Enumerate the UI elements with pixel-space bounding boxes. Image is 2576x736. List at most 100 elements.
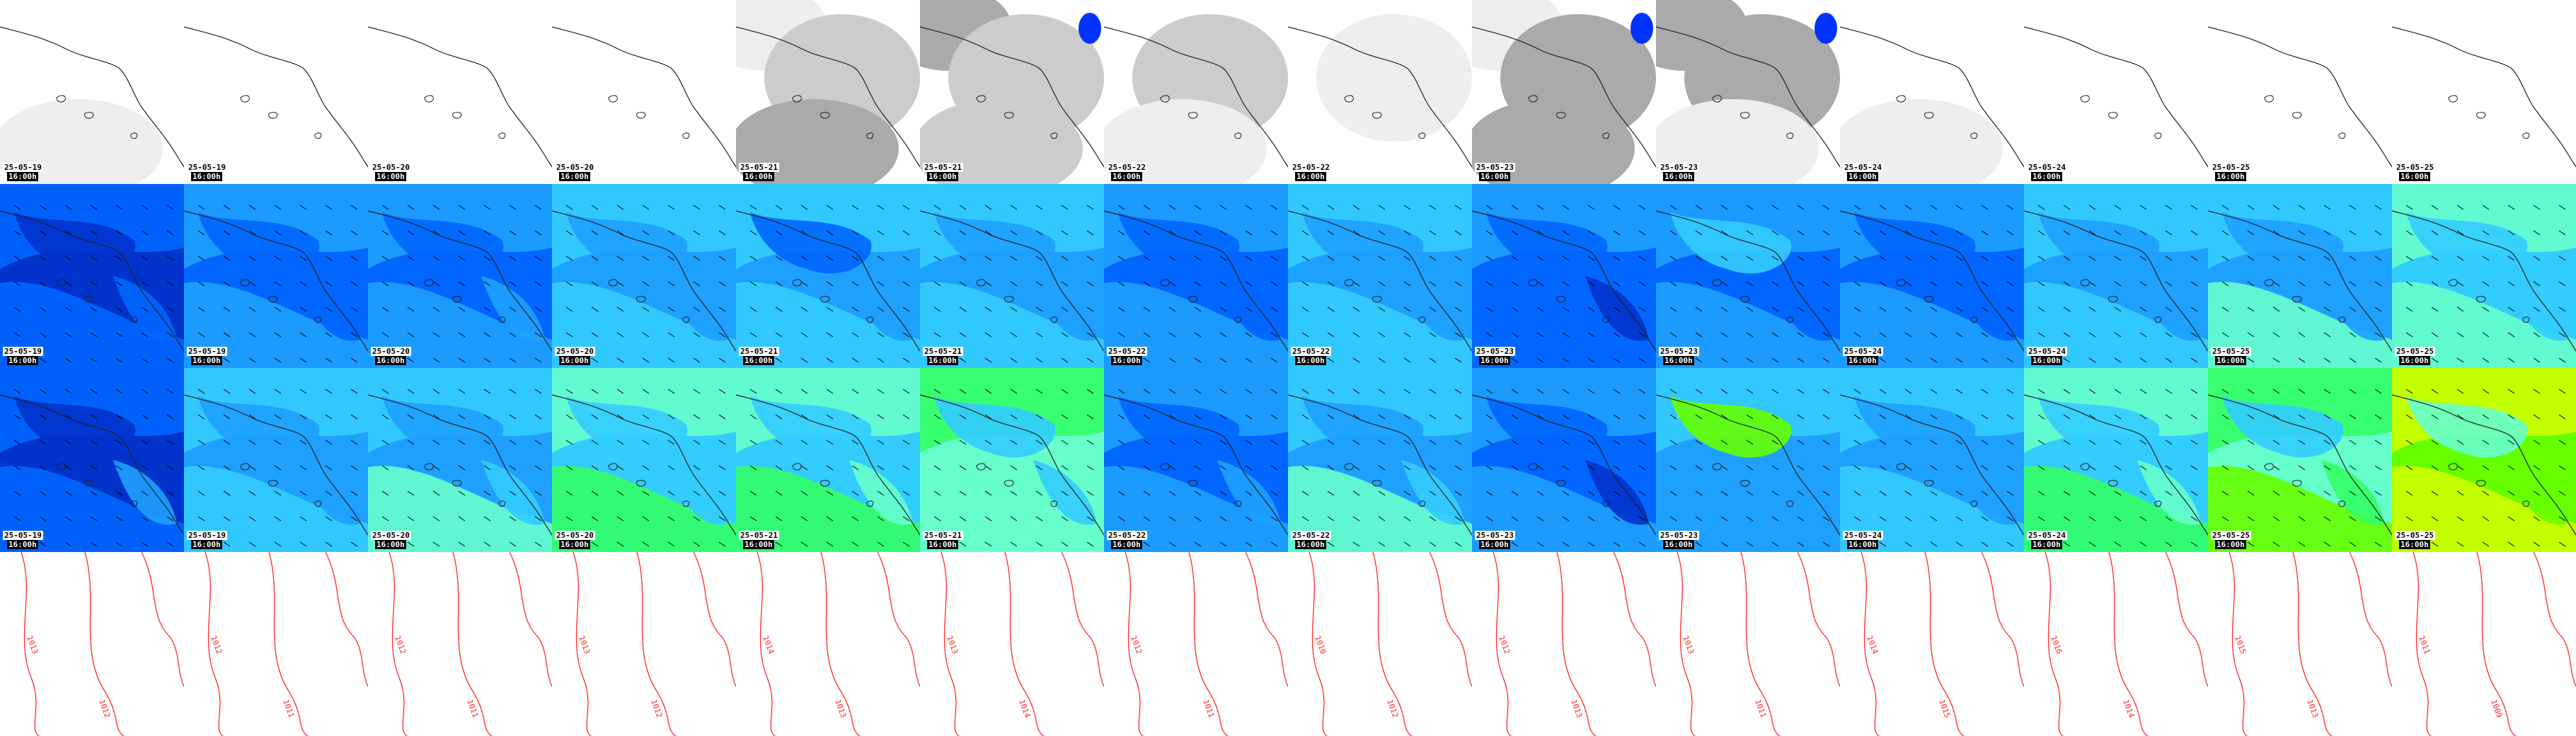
coastline [368,26,552,168]
wind-arrow [667,516,675,522]
wind-arrow [984,281,992,287]
wind-arrow [407,389,415,394]
wind-arrow [1562,230,1570,236]
wind-arrow [2247,306,2255,312]
wind-arrow [1930,230,1938,236]
wind-arrow [642,439,650,445]
wind-arrow [2165,357,2173,363]
wind-arrow [851,306,859,312]
wind-speed-band [1854,396,1976,458]
wind-arrow [2139,414,2147,420]
coastline [2024,26,2208,168]
wind-arrow [1403,389,1411,394]
isobar-line [1245,552,1288,687]
cloud-map-tile: 25-05-25 16:00h [2208,0,2392,184]
wind-arrow [13,306,21,312]
wind-arrow [800,490,808,496]
wind-arrow [1797,205,1805,210]
wind-arrow [1853,516,1861,522]
wind-arrow [166,541,174,547]
wind-arrow [141,414,149,420]
frame-time: 16:00h [2215,172,2246,181]
wind-arrow [2374,205,2382,210]
wind-arrow [693,414,701,420]
wind-arrow [1746,230,1754,236]
wind-arrow [350,414,358,420]
wind-arrow [1485,516,1493,522]
frame-time: 16:00h [191,356,222,365]
wind-arrow [1695,516,1703,522]
wind-speed-band [1854,212,1976,274]
wind-arrow [2088,332,2096,338]
wind-speed-band [849,276,913,341]
wind-arrow [2349,281,2357,287]
wind-arrow [2139,332,2147,338]
wind-arrow [616,465,624,471]
wind-arrow [826,281,834,287]
cloud-map [1840,26,2024,184]
wind-arrow [1143,414,1151,420]
frame-date: 25-05-22 [1107,347,1147,356]
island-outline [130,500,138,507]
timestamp-label: 25-05-20 16:00h [555,347,595,365]
wind-arrow [1638,516,1646,522]
wind-speed-band [2222,396,2344,458]
wind-arrow [642,230,650,236]
wind-arrow [2431,414,2439,420]
wind-arrow [166,465,174,471]
wind-speed-band [1104,466,1288,552]
wind-arrow [483,230,491,236]
wind-arrow [642,357,650,363]
wind-arrow [1270,205,1278,210]
wind-arrow [141,516,149,522]
wind-arrow [2405,414,2413,420]
wind-arrow [1117,439,1125,445]
wind-arrow [1879,439,1887,445]
wind-arrow [1771,439,1779,445]
wind-arrow [197,465,205,471]
wind-arrow [1327,306,1335,312]
wind-speed-band [1217,460,1281,525]
wind-arrow [350,332,358,338]
wind-arrow [432,389,440,394]
wind-arrow [1035,306,1043,312]
wind-arrow [13,255,21,261]
island-outline [2264,95,2274,103]
timestamp-label: 25-05-22 16:00h [1291,347,1331,365]
wind-arrow [1669,414,1677,420]
wind-arrow [299,357,307,363]
wind-arrow [1562,541,1570,547]
wind-arrow [616,306,624,312]
coastline [0,394,184,536]
wind-arrow [2374,389,2382,394]
wind-arrow [718,414,726,420]
wind-arrow [1270,306,1278,312]
wind-arrow [1352,306,1360,312]
isobar-map-tile: 1013 1014 [920,552,1104,736]
wind-arrow [1536,541,1544,547]
wind-arrow [274,439,282,445]
wind-arrow [1086,439,1094,445]
wind-arrow [877,255,885,261]
wind-arrow [1403,332,1411,338]
wind-arrow [2139,541,2147,547]
wind-speed-band [1486,396,1608,458]
wind-arrow [1720,281,1728,287]
wind-arrow [325,332,333,338]
coastline [552,394,736,536]
island-outline [1004,296,1014,303]
wind-arrow [667,439,675,445]
wind-arrow [1270,465,1278,471]
isobar-line [2533,552,2576,687]
wind-arrow [642,516,650,522]
wind-arrow [274,465,282,471]
wind-map-tile: 25-05-20 16:00h [368,368,552,552]
wind-arrow [2037,516,2045,522]
island-outline [314,500,322,507]
wind-arrow [2114,490,2122,496]
wind-arrow [1301,465,1309,471]
wind-arrow [1035,205,1043,210]
wind-speed-band [920,466,1104,552]
